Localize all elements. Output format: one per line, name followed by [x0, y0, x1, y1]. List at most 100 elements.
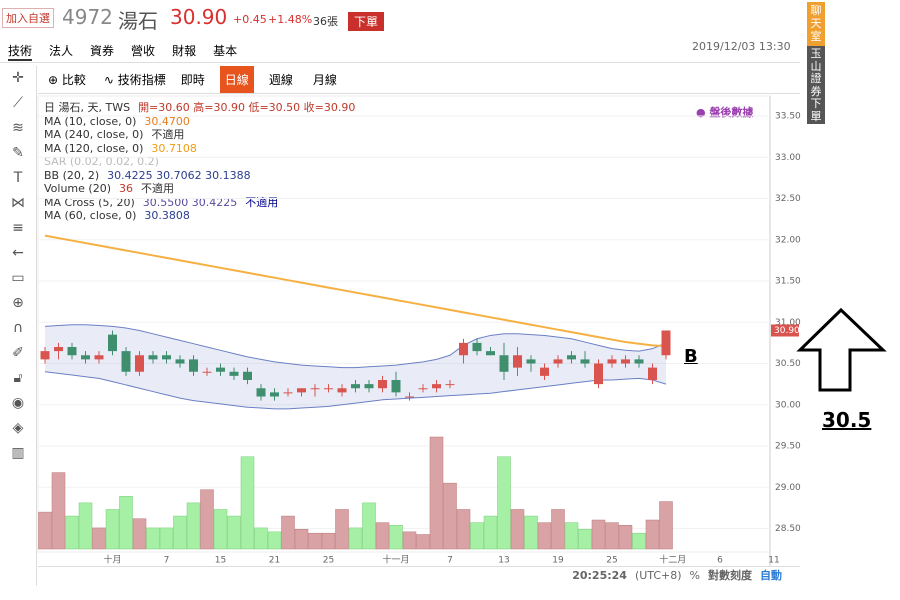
volume-bar: [105, 509, 120, 550]
tabs: 技術 法人 資券 營收 財報 基本: [8, 42, 237, 61]
auto-toggle[interactable]: 自動: [760, 569, 782, 582]
legend-text: MA (10, close, 0): [44, 114, 137, 128]
candle-body: [324, 388, 333, 390]
tab[interactable]: 基本: [213, 44, 238, 58]
ma120-line: [44, 234, 667, 348]
legend-text: Volume (20): [44, 182, 111, 195]
compare-button[interactable]: ⊕ 比較: [48, 73, 86, 87]
candle-body: [634, 359, 644, 364]
change-pct: +1.48%: [268, 13, 313, 26]
tab[interactable]: 技術: [8, 42, 33, 61]
percent-toggle[interactable]: %: [689, 568, 700, 582]
indicator-button[interactable]: ∿ 技術指標: [103, 73, 166, 87]
tab[interactable]: 營收: [131, 44, 156, 58]
volume-bar: [186, 502, 201, 550]
toolbar: ⊕ 比較 ∿ 技術指標 即時 日線 週線 月線: [38, 66, 800, 94]
candle-body: [229, 371, 239, 376]
candle-body: [391, 380, 401, 393]
candle-body: [432, 384, 441, 389]
candle-body: [553, 359, 563, 364]
candle-body: [661, 330, 671, 356]
volume-bar: [429, 436, 444, 550]
volume-bar: [200, 489, 214, 550]
volume-bar: [321, 532, 336, 550]
x-tick-label: 6: [717, 556, 723, 566]
x-tick-label: 十月: [103, 554, 121, 566]
volume-bar: [551, 509, 565, 550]
volume-bar: [227, 515, 241, 550]
broker-button[interactable]: 玉山證券下單: [807, 46, 825, 124]
watch-button[interactable]: 加入自選: [2, 8, 54, 28]
volume-bar: [119, 496, 133, 550]
legend-text: 日 湯石, 天, TWS: [44, 101, 131, 114]
candle-body: [607, 359, 617, 364]
candle-body: [499, 355, 509, 372]
volume-bar: [564, 522, 579, 550]
candle-body: [54, 347, 63, 352]
volume-bar: [38, 511, 52, 550]
volume-bar: [402, 531, 417, 550]
divider: [0, 62, 800, 63]
legend-row: 日 湯石, 天, TWS 開=30.60 高=30.90 低=30.50 收=30…: [44, 101, 363, 115]
period-tab[interactable]: 週線: [268, 73, 293, 87]
candle-body: [67, 347, 77, 356]
volume-bar: [605, 522, 619, 550]
candle-body: [283, 392, 293, 394]
legend-text: 不適用: [151, 128, 185, 141]
candle-body: [310, 388, 320, 390]
volume-bar: [267, 531, 282, 550]
candle-body: [243, 371, 252, 380]
chat-button[interactable]: 聊天室: [807, 2, 825, 46]
x-tick-label: 15: [215, 556, 226, 566]
tab[interactable]: 財報: [172, 44, 197, 58]
period-tab[interactable]: 月線: [312, 73, 337, 87]
volume-bar: [294, 528, 309, 550]
period-tab[interactable]: 日線: [219, 66, 254, 93]
y-tick-label: 33.00: [775, 153, 801, 163]
candle-body: [108, 334, 117, 352]
candle-body: [337, 388, 347, 393]
tab[interactable]: 法人: [49, 44, 74, 58]
volume-bar: [470, 522, 484, 550]
legend-row: MA (120, close, 0) 30.7108: [44, 142, 363, 156]
volume-bar: [281, 515, 295, 550]
volume-bar: [146, 527, 160, 550]
volume-bar: [618, 525, 633, 550]
y-tick-label: 32.00: [775, 235, 801, 245]
candle-body: [175, 359, 185, 364]
bb-upper: [44, 324, 667, 369]
order-button[interactable]: 下單: [348, 12, 385, 31]
candle-body: [189, 359, 198, 372]
x-tick-label: 十一月: [382, 554, 409, 566]
legend-text: 36: [119, 182, 133, 195]
volume-bar: [375, 522, 390, 550]
legend-text: 30.3808: [144, 209, 190, 222]
volume-bar: [510, 509, 525, 550]
bb-lower: [44, 371, 667, 410]
volume-bar: [240, 456, 255, 550]
arrow: [796, 307, 887, 392]
footer: 20:25:24 (UTC+8) % 對數刻度 自動: [38, 566, 800, 583]
volume-bar: [659, 501, 673, 550]
stock-code: 4972: [62, 5, 113, 29]
candle-body: [486, 351, 495, 356]
volume-bar: [159, 527, 174, 550]
log-toggle[interactable]: 對數刻度: [708, 569, 752, 582]
candle-body: [472, 342, 482, 352]
tab[interactable]: 資券: [90, 44, 115, 58]
y-tick-label: 29.00: [775, 483, 801, 493]
legend-text: 不適用: [141, 182, 174, 195]
period-tab[interactable]: 即時: [180, 73, 205, 87]
candle-body: [135, 355, 144, 372]
indicator-label: 技術指標: [117, 73, 166, 87]
volume-bar: [497, 456, 511, 550]
volume-bar: [78, 502, 93, 550]
candle-body: [364, 384, 374, 389]
volume-bar: [65, 515, 79, 550]
volume: 36張: [313, 15, 338, 28]
volume-bar: [308, 532, 322, 550]
candle-body: [148, 355, 158, 360]
candle-body: [216, 367, 225, 372]
legend-row: Volume (20) 36 不適用: [44, 182, 363, 196]
